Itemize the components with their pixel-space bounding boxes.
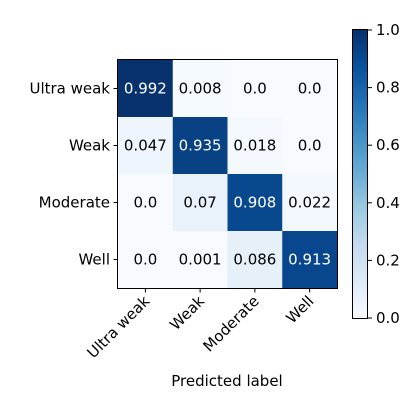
heatmap-cell: [172, 117, 228, 175]
heatmap-cell-label: 0.935: [179, 137, 222, 155]
heatmap-cell-label: 0.0: [243, 80, 267, 98]
heatmap-cell: [172, 174, 228, 232]
heatmap-cell-label: 0.07: [183, 194, 216, 212]
colorbar-tick-label: 0.0: [376, 309, 400, 327]
heatmap-cell-label: 0.0: [298, 137, 322, 155]
y-axis: Ultra weak Weak Moderate Well: [29, 80, 118, 269]
heatmap-cell-label: 0.908: [233, 194, 276, 212]
heatmap-cell: [227, 174, 283, 232]
heatmap-cell: [172, 231, 228, 289]
heatmap-cell: [172, 60, 228, 118]
colorbar-tick-label: 0.6: [376, 136, 400, 154]
heatmap-cell: [227, 60, 283, 118]
heatmap-cell: [227, 117, 283, 175]
y-tick-label: Well: [78, 251, 110, 269]
heatmap-cell-label: 0.0: [298, 80, 322, 98]
x-tick-label: Weak: [166, 292, 208, 334]
heatmap-cell-label: 0.018: [233, 137, 276, 155]
heatmap-frame: [117, 59, 338, 289]
heatmap-cells: [118, 60, 338, 289]
heatmap-cell: [118, 60, 174, 118]
heatmap-cell-label: 0.0: [133, 194, 157, 212]
heatmap-cell: [118, 231, 174, 289]
heatmap-cell-label: 0.0: [133, 251, 157, 269]
colorbar-tick-label: 0.8: [376, 79, 400, 97]
y-tick-label: Weak: [69, 137, 110, 155]
heatmap-cell-labels: 0.992 0.008 0.0 0.0 0.047 0.935 0.018 0.0 0.0 0.0…: [124, 80, 331, 269]
heatmap-cell-label: 0.008: [179, 80, 222, 98]
colorbar-tick-label: 0.4: [376, 194, 400, 212]
heatmap-cell: [282, 117, 338, 175]
heatmap-cell-label: 0.047: [124, 137, 167, 155]
y-tick-label: Moderate: [39, 194, 110, 212]
heatmap-cell: [227, 231, 283, 289]
x-tick-label: Moderate: [200, 292, 263, 355]
x-tick-label: Ultra weak: [84, 292, 154, 362]
heatmap-cell-label: 0.001: [179, 251, 222, 269]
heatmap-cell-label: 0.086: [233, 251, 276, 269]
heatmap-cell: [282, 60, 338, 118]
y-tick-label: Ultra weak: [29, 80, 110, 98]
heatmap-cell-label: 0.992: [124, 80, 167, 98]
colorbar-tick-label: 0.2: [376, 251, 400, 269]
colorbar: [352, 29, 368, 319]
heatmap-cell: [118, 117, 174, 175]
heatmap-cell: [282, 231, 338, 289]
x-axis-title: Predicted label: [171, 372, 282, 390]
colorbar-axis: 0.0 0.2 0.4 0.6 0.8 1.0: [368, 21, 400, 327]
heatmap-cell-label: 0.913: [288, 251, 331, 269]
heatmap-cell-label: 0.022: [288, 194, 331, 212]
x-tick-label: Well: [282, 292, 317, 327]
heatmap-cell: [118, 174, 174, 232]
colorbar-tick-label: 1.0: [376, 21, 400, 39]
heatmap-cell: [282, 174, 338, 232]
